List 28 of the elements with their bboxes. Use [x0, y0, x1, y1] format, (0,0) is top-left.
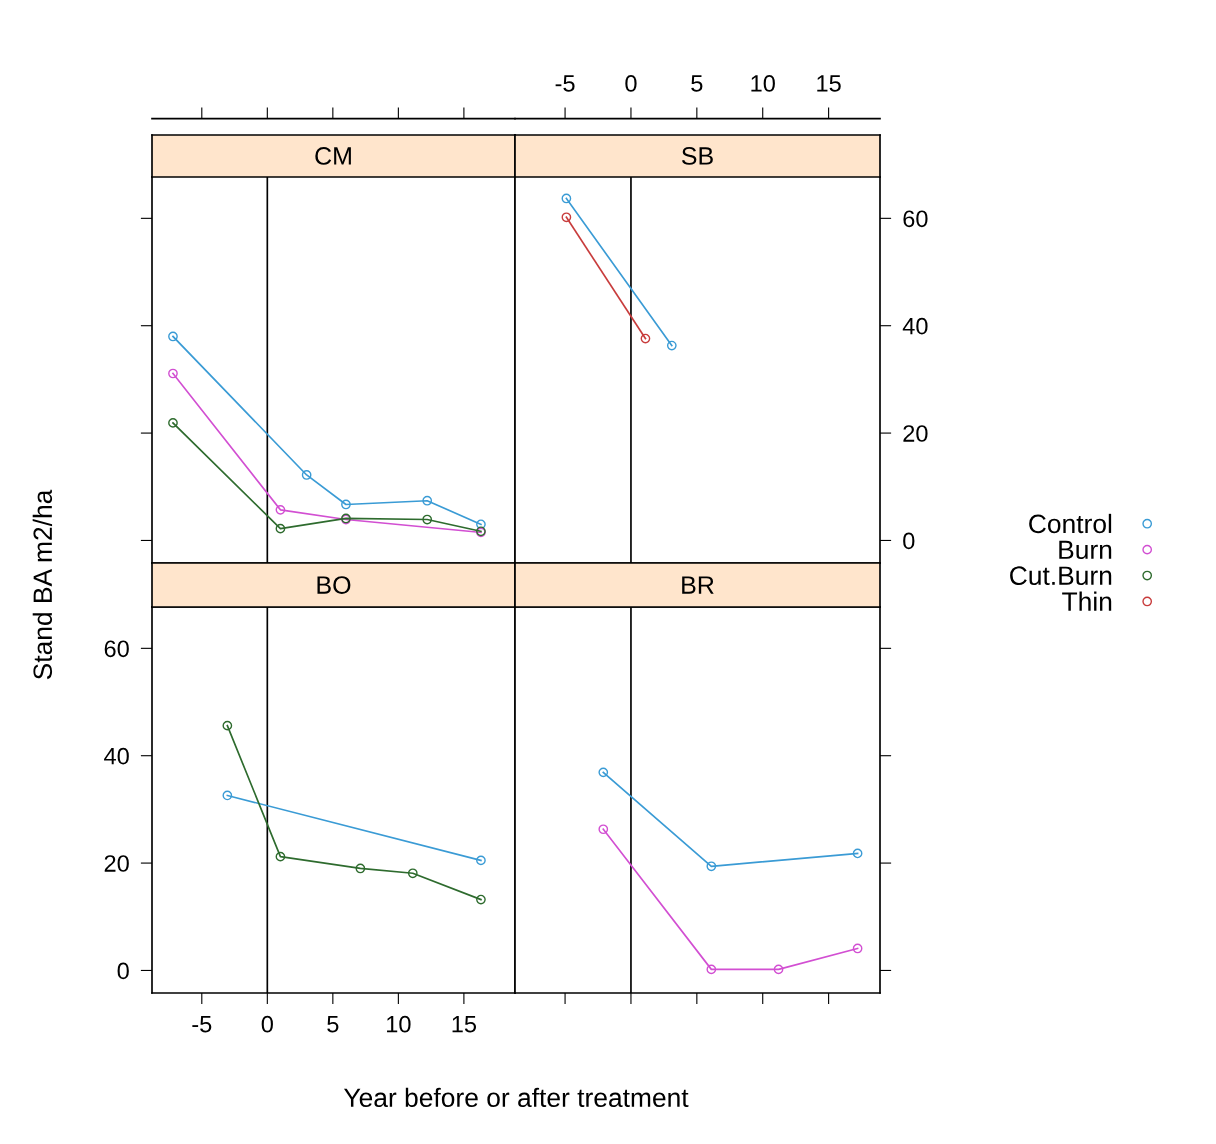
- y-tick-label: 0: [903, 532, 915, 550]
- x-tick-label: 15: [452, 1016, 477, 1033]
- y-tick-label: 20: [903, 425, 928, 442]
- y-tick-label: 20: [104, 855, 129, 872]
- y-tick-label: 0: [117, 962, 129, 980]
- legend-label: Cut.Burn: [1010, 566, 1112, 586]
- chart-title: BO: [317, 576, 351, 594]
- x-tick-label: 5: [327, 1016, 339, 1033]
- x-tick-label: 10: [387, 1015, 411, 1033]
- x-axis-title: Year before or after treatment: [343, 1087, 689, 1108]
- y-axis-title: Stand BA m2/ha: [32, 489, 53, 680]
- x-tick-label: 0: [625, 75, 637, 92]
- x-tick-label: -5: [555, 75, 575, 92]
- x-tick-label: 0: [261, 1015, 273, 1033]
- y-tick-label: 60: [104, 640, 129, 658]
- chart-title: BR: [682, 576, 714, 594]
- legend-label: Burn: [1059, 540, 1112, 560]
- x-tick-label: 5: [691, 75, 703, 92]
- chart-title: SB: [681, 147, 713, 165]
- x-tick-label: 15: [817, 75, 841, 92]
- y-tick-label: 60: [903, 210, 928, 228]
- y-tick-label: 40: [104, 747, 129, 765]
- legend-label: Control: [1029, 513, 1112, 534]
- y-tick-label: 40: [902, 317, 928, 335]
- chart-title: CM: [315, 147, 351, 165]
- x-tick-label: -5: [192, 1016, 212, 1033]
- legend-label: Thin: [1062, 591, 1112, 611]
- x-tick-label: 10: [751, 75, 775, 92]
